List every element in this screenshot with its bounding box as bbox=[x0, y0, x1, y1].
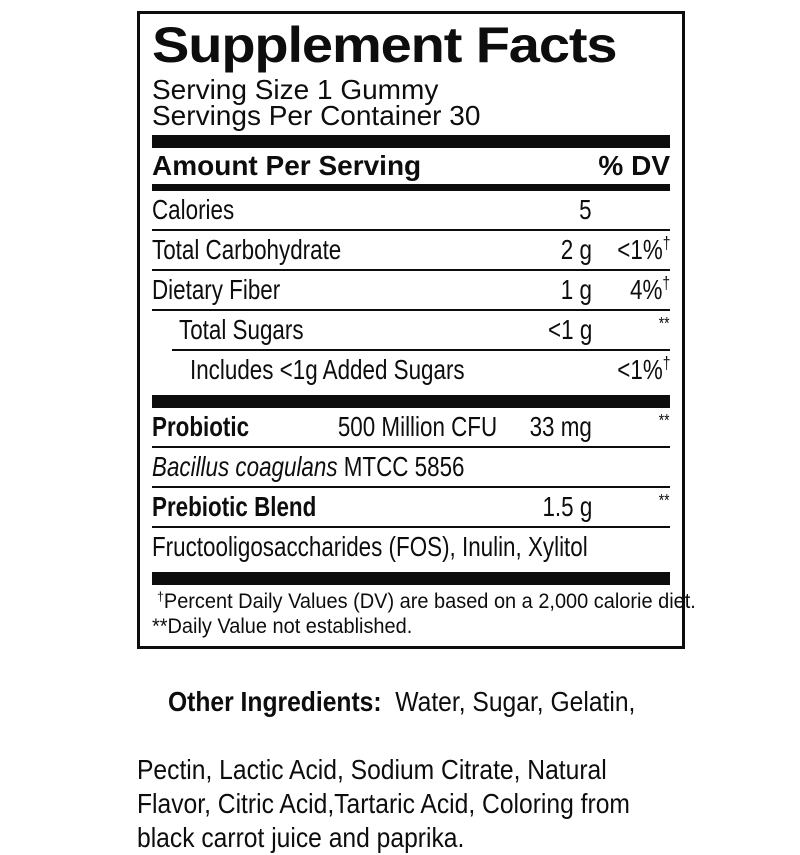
double-asterisk-mark: ** bbox=[659, 410, 670, 431]
footnote-daily-values: †Percent Daily Values (DV) are based on … bbox=[157, 588, 696, 613]
serving-size: Serving Size 1 Gummy bbox=[152, 74, 439, 105]
double-asterisk-mark: ** bbox=[659, 313, 670, 334]
bacillus-strain: Bacillus coagulans MTCC 5856 bbox=[152, 451, 465, 483]
other-ingredients: Other Ingredients: Water, Sugar, Gelatin… bbox=[137, 651, 697, 855]
servings-per-container: Servings Per Container 30 bbox=[152, 100, 481, 131]
row-calories: Calories 5 bbox=[152, 191, 670, 229]
probiotic-dv: ** bbox=[659, 410, 670, 443]
other-ingredients-line1: Water, Sugar, Gelatin, bbox=[381, 686, 636, 717]
total-carbohydrate-dv: <1%† bbox=[616, 233, 670, 265]
separator bbox=[152, 229, 670, 231]
probiotic-amount: 33 mg bbox=[529, 411, 592, 442]
thick-separator-top bbox=[152, 135, 670, 148]
other-ingredients-line4: black carrot juice and paprika. bbox=[137, 822, 465, 853]
thick-separator-footnotes bbox=[152, 572, 670, 585]
table-header-row: Amount Per Serving % DV bbox=[152, 148, 670, 184]
percent-dv-label: % DV bbox=[598, 150, 670, 181]
medium-separator-header bbox=[152, 184, 670, 191]
separator bbox=[152, 526, 670, 528]
dietary-fiber-amount: 1 g bbox=[560, 274, 592, 305]
dagger-mark: † bbox=[157, 588, 164, 604]
other-ingredients-line3: Flavor, Citric Acid,Tartaric Acid, Color… bbox=[137, 788, 630, 819]
calories-label: Calories bbox=[152, 194, 235, 225]
footnote-dv-not-established: **Daily Value not established. bbox=[152, 615, 413, 638]
probiotic-cfu: 500 Million CFU bbox=[337, 411, 497, 442]
panel-title: Supplement Facts bbox=[152, 17, 670, 73]
dietary-fiber-label: Dietary Fiber bbox=[152, 274, 281, 305]
thick-separator-probiotic bbox=[152, 395, 670, 408]
supplement-facts-panel: Supplement Facts Serving Size 1 Gummy Se… bbox=[137, 11, 696, 649]
double-asterisk-mark: ** bbox=[659, 490, 670, 511]
prebiotic-ingredients-text: Fructooligosaccharides (FOS), Inulin, Xy… bbox=[152, 531, 588, 562]
separator bbox=[152, 446, 670, 448]
prebiotic-blend-label: Prebiotic Blend bbox=[152, 491, 317, 522]
row-prebiotic-ingredients: Fructooligosaccharides (FOS), Inulin, Xy… bbox=[152, 528, 670, 566]
row-added-sugars: Includes <1g Added Sugars <1%† bbox=[152, 351, 670, 389]
bacillus-species: Bacillus coagulans bbox=[152, 451, 338, 482]
total-carbohydrate-label: Total Carbohydrate bbox=[152, 234, 342, 265]
separator-indented bbox=[172, 349, 670, 351]
total-sugars-label: Total Sugars bbox=[179, 314, 304, 345]
amount-per-serving-label: Amount Per Serving bbox=[152, 150, 422, 181]
total-carbohydrate-amount: 2 g bbox=[560, 234, 592, 265]
serving-info: Serving Size 1 Gummy Servings Per Contai… bbox=[152, 74, 670, 131]
row-prebiotic-blend: Prebiotic Blend 1.5 g ** bbox=[152, 488, 670, 526]
prebiotic-blend-dv: ** bbox=[659, 490, 670, 523]
dagger-mark: † bbox=[662, 233, 670, 254]
panel-title-text: Supplement Facts bbox=[152, 17, 618, 73]
total-sugars-amount: <1 g bbox=[547, 314, 592, 345]
other-ingredients-label: Other Ingredients: bbox=[168, 686, 382, 717]
row-total-carbohydrate: Total Carbohydrate 2 g <1%† bbox=[152, 231, 670, 269]
probiotic-label: Probiotic bbox=[152, 411, 250, 442]
added-sugars-dv: <1%† bbox=[616, 353, 670, 385]
separator bbox=[152, 269, 670, 271]
separator bbox=[152, 486, 670, 488]
row-probiotic: Probiotic 500 Million CFU 33 mg ** bbox=[152, 408, 670, 446]
footnotes: †Percent Daily Values (DV) are based on … bbox=[152, 588, 696, 638]
row-dietary-fiber: Dietary Fiber 1 g 4%† bbox=[152, 271, 670, 309]
row-bacillus-strain: Bacillus coagulans MTCC 5856 bbox=[152, 448, 670, 486]
prebiotic-blend-amount: 1.5 g bbox=[542, 491, 592, 522]
added-sugars-label: Includes <1g Added Sugars bbox=[190, 354, 465, 385]
dagger-mark: † bbox=[662, 273, 670, 294]
separator bbox=[152, 309, 670, 311]
bacillus-code: MTCC 5856 bbox=[337, 451, 465, 482]
total-sugars-dv: ** bbox=[659, 313, 670, 346]
row-total-sugars: Total Sugars <1 g ** bbox=[152, 311, 670, 349]
dietary-fiber-dv: 4%† bbox=[629, 273, 670, 305]
calories-amount: 5 bbox=[579, 194, 592, 225]
dagger-mark: † bbox=[662, 353, 670, 374]
other-ingredients-line2: Pectin, Lactic Acid, Sodium Citrate, Nat… bbox=[137, 754, 607, 785]
